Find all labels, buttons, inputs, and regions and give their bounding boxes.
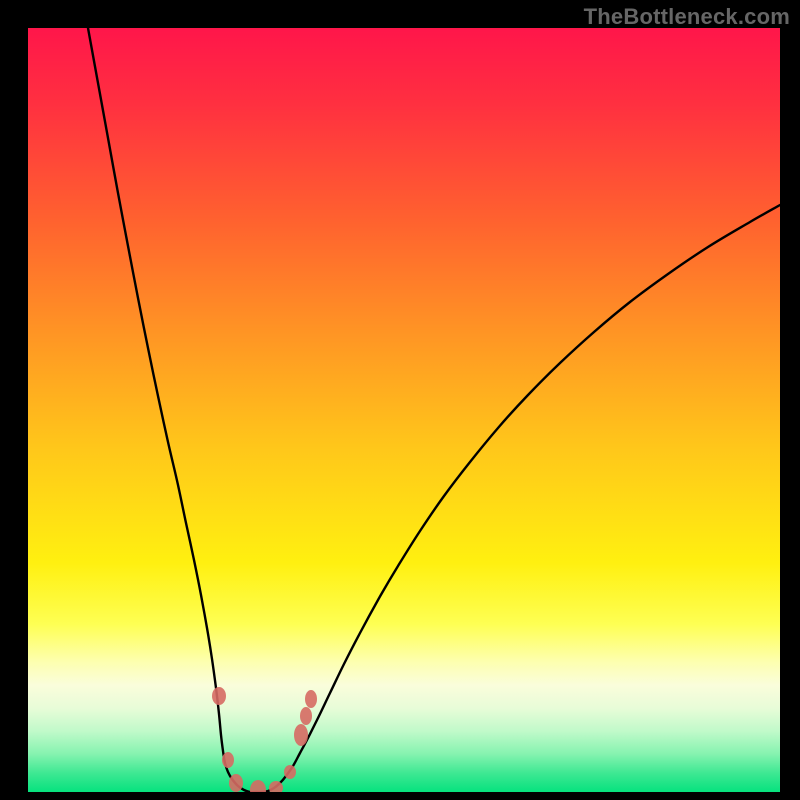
curve-marker — [250, 780, 266, 792]
marker-group — [212, 687, 317, 792]
chart-overlay — [28, 28, 780, 792]
curve-marker — [222, 752, 234, 768]
curve-marker — [229, 774, 243, 792]
curve-marker — [212, 687, 226, 705]
curve-marker — [300, 707, 312, 725]
watermark-text: TheBottleneck.com — [584, 4, 790, 30]
curve-marker — [294, 724, 308, 746]
curve-marker — [284, 765, 296, 779]
v-curve-path — [88, 28, 780, 792]
outer-frame — [0, 0, 800, 800]
curve-marker — [305, 690, 317, 708]
plot-area — [28, 28, 780, 792]
